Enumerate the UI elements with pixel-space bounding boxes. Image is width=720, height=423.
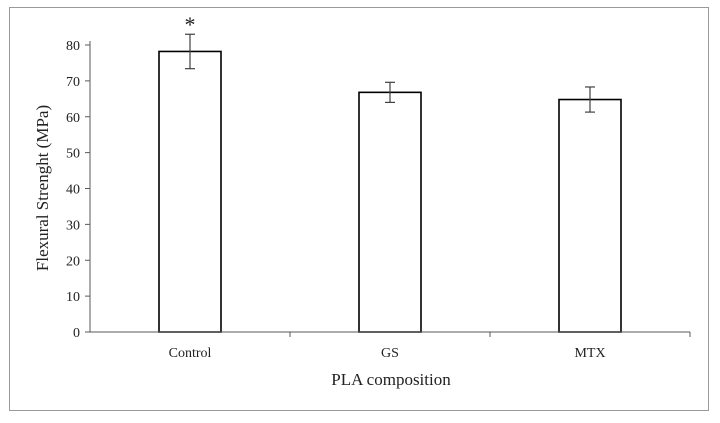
significance-marker: * (185, 12, 196, 37)
y-tick-label: 80 (66, 39, 80, 54)
x-tick-label: Control (169, 346, 212, 361)
y-tick-label: 0 (73, 326, 80, 341)
y-tick-label: 60 (66, 111, 80, 126)
bar (158, 50, 222, 333)
y-axis-label: Flexural Strenght (MPa) (33, 105, 52, 271)
x-axis-label: PLA composition (331, 370, 451, 389)
error-bars: * (185, 12, 595, 113)
bar (558, 98, 622, 333)
y-tick-label: 50 (66, 147, 80, 162)
x-tick-label: GS (381, 346, 399, 361)
bar (358, 91, 422, 333)
x-tick-label: MTX (574, 346, 605, 361)
x-axis-ticks: Control GS MTX (169, 332, 691, 361)
bars (158, 50, 622, 333)
y-tick-label: 30 (66, 218, 80, 233)
y-axis-ticks: 0 10 20 30 40 50 60 70 80 (66, 39, 90, 341)
y-tick-label: 70 (66, 75, 80, 90)
y-tick-label: 40 (66, 183, 80, 198)
y-tick-label: 10 (66, 290, 80, 305)
y-tick-label: 20 (66, 254, 80, 269)
